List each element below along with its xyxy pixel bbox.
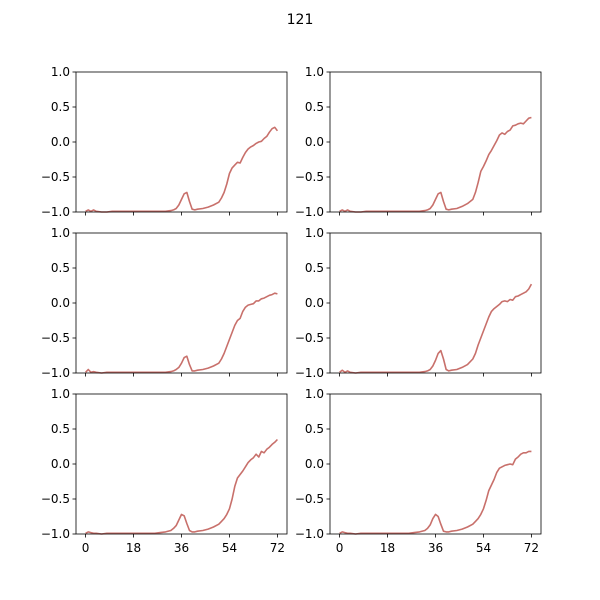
- x-tick-label: 72: [270, 541, 285, 555]
- subplot-2-1: −1.0 −0.5 0.0 0.5 1.0: [41, 226, 288, 380]
- series-line: [85, 126, 279, 213]
- x-tick-label: 18: [380, 541, 395, 555]
- subplot-grid: −1.0 −0.5 0.0 0.5 1.0 −1.0 −0.5 0.0 0.5 1.0 −1.0 −0…: [41, 65, 542, 555]
- series-line: [339, 450, 532, 535]
- y-tick-label: −1.0: [295, 205, 324, 219]
- y-tick-label: 0.5: [305, 422, 324, 436]
- subplot-2-2: −1.0 −0.5 0.0 0.5 1.0: [295, 226, 542, 380]
- y-tick-label: −0.5: [41, 331, 70, 345]
- x-tick-label: 36: [428, 541, 443, 555]
- y-tick-label: −0.5: [41, 492, 70, 506]
- series-line: [85, 292, 278, 374]
- y-tick-label: 0.0: [305, 296, 324, 310]
- subplot-3-2: −1.0 −0.5 0.0 0.5 1.0 0 18 36 54 72: [295, 387, 542, 555]
- y-tick-label: 0.5: [51, 100, 70, 114]
- x-tick-label: 18: [126, 541, 141, 555]
- y-tick-label: −0.5: [41, 170, 70, 184]
- y-tick-label: 1.0: [305, 65, 324, 79]
- subplot-1-1: −1.0 −0.5 0.0 0.5 1.0: [41, 65, 288, 219]
- y-tick-label: −0.5: [295, 170, 324, 184]
- x-tick-label: 54: [222, 541, 237, 555]
- x-tick-label: 54: [476, 541, 491, 555]
- y-tick-label: 0.0: [51, 457, 70, 471]
- y-tick-label: 1.0: [51, 65, 70, 79]
- y-tick-label: −1.0: [295, 527, 324, 541]
- y-tick-label: 1.0: [51, 387, 70, 401]
- y-tick-label: −1.0: [41, 205, 70, 219]
- y-tick-label: 0.0: [305, 135, 324, 149]
- subplot-1-2: −1.0 −0.5 0.0 0.5 1.0: [295, 65, 542, 219]
- x-tick-label: 72: [524, 541, 539, 555]
- y-tick-label: 1.0: [51, 226, 70, 240]
- y-tick-label: 0.5: [51, 422, 70, 436]
- y-tick-label: −1.0: [41, 366, 70, 380]
- y-tick-label: 1.0: [305, 226, 324, 240]
- y-tick-label: 0.5: [305, 261, 324, 275]
- x-tick-label: 0: [82, 541, 90, 555]
- y-tick-label: −0.5: [295, 492, 324, 506]
- series-line: [339, 283, 533, 374]
- y-tick-label: −0.5: [295, 331, 324, 345]
- x-tick-label: 0: [336, 541, 344, 555]
- subplot-3-1: −1.0 −0.5 0.0 0.5 1.0 0 18 36 54 72: [41, 387, 288, 555]
- x-tick-label: 36: [174, 541, 189, 555]
- y-tick-label: 0.5: [51, 261, 70, 275]
- series-line: [339, 116, 532, 213]
- y-tick-label: 0.0: [305, 457, 324, 471]
- y-tick-label: 0.0: [51, 135, 70, 149]
- y-tick-label: −1.0: [295, 366, 324, 380]
- y-tick-label: 1.0: [305, 387, 324, 401]
- y-tick-label: 0.0: [51, 296, 70, 310]
- series-line: [85, 438, 278, 535]
- y-tick-label: 0.5: [305, 100, 324, 114]
- y-tick-label: −1.0: [41, 527, 70, 541]
- figure-title: 121: [287, 12, 314, 28]
